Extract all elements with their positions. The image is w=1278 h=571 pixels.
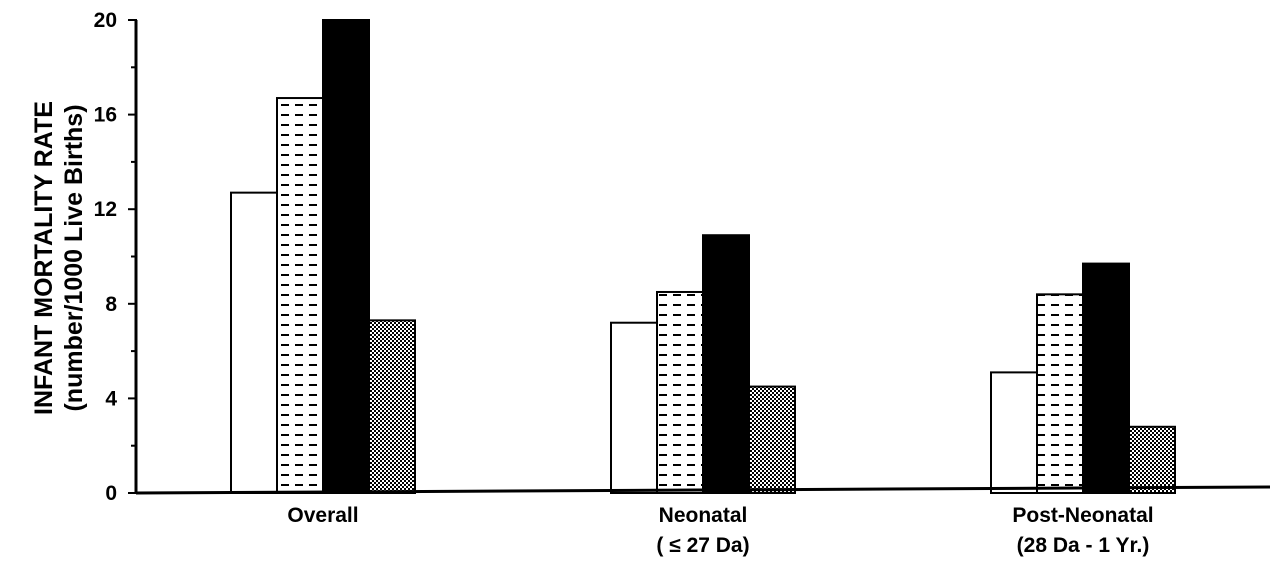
category-label: Post-Neonatal: [1012, 504, 1153, 527]
bar-dash-hatch-1: [656, 290, 704, 494]
y-tick-label: 0: [105, 482, 117, 505]
bar-white-2: [990, 371, 1038, 495]
y-axis-title: INFANT MORTALITY RATE: [30, 101, 58, 415]
bar-dash-hatch-2: [1036, 293, 1084, 494]
bar-dot-stipple-1: [748, 385, 796, 495]
y-tick-label: 20: [94, 9, 117, 32]
bar-black-1: [702, 234, 750, 494]
y-axis-subtitle: (number/1000 Live Births): [60, 104, 88, 411]
category-label: ( ≤ 27 Da): [656, 534, 749, 557]
category-label: Neonatal: [659, 504, 748, 527]
bar-dash-hatch-0: [276, 97, 324, 494]
bar-black-0: [322, 19, 370, 494]
y-ticks-group: 0 4 8 12 16 20: [94, 9, 137, 505]
bar-white-0: [230, 191, 278, 495]
y-tick-label: 4: [105, 387, 117, 410]
bar-dot-stipple-2: [1128, 425, 1176, 494]
category-label: (28 Da - 1 Yr.): [1017, 534, 1150, 557]
category-label: Overall: [287, 504, 358, 527]
bars-group: [230, 19, 1176, 495]
bar-white-1: [610, 321, 658, 494]
bar-dot-stipple-0: [368, 319, 416, 495]
y-tick-label: 16: [94, 104, 117, 127]
y-tick-label: 8: [105, 293, 117, 316]
category-labels-group: Overall Neonatal ( ≤ 27 Da) Post-Neonatal (2…: [287, 504, 1153, 557]
bar-black-2: [1082, 262, 1130, 494]
y-tick-label: 12: [94, 198, 117, 221]
x-axis-line: [135, 485, 1271, 495]
